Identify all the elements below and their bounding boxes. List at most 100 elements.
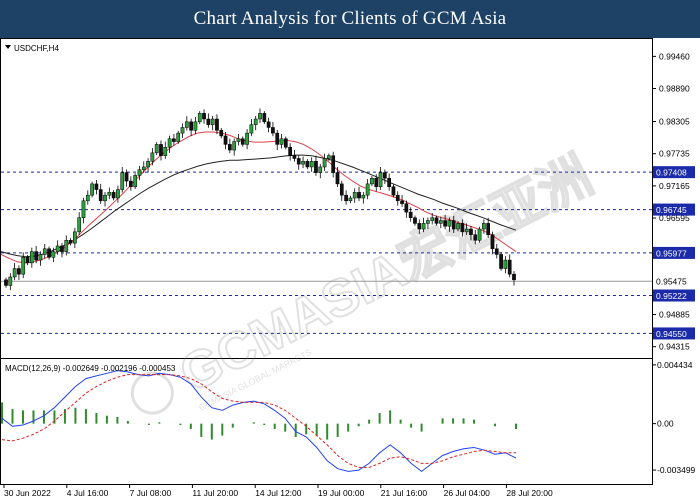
candle-body bbox=[344, 194, 348, 202]
candle-body bbox=[387, 178, 392, 187]
candle-body bbox=[482, 223, 486, 230]
candle-body bbox=[469, 228, 473, 235]
level-label: 0.96745 bbox=[656, 205, 687, 215]
candle-body bbox=[219, 130, 224, 137]
candle-body bbox=[292, 155, 297, 159]
candle-body bbox=[314, 161, 318, 173]
symbol-label: USDCHF,H4 bbox=[14, 44, 59, 53]
time-tick-label: 21 Jul 16:00 bbox=[381, 488, 428, 498]
candle-body bbox=[494, 248, 499, 255]
candle-body bbox=[327, 155, 331, 159]
candle-body bbox=[34, 251, 38, 261]
candle-body bbox=[473, 234, 478, 241]
candle-body bbox=[77, 217, 82, 233]
macd-label: MACD(12,26,9) -0.002649 -0.002196 -0.000… bbox=[5, 364, 176, 373]
candle-body bbox=[438, 220, 443, 224]
fast-moving-average-line bbox=[0, 131, 517, 264]
candle-body bbox=[176, 132, 181, 142]
candle-body bbox=[322, 158, 327, 168]
candle-body bbox=[486, 223, 491, 235]
candle-body bbox=[352, 192, 357, 199]
candle-body bbox=[348, 197, 353, 202]
candle-body bbox=[202, 113, 206, 120]
price-tick-label: 0.98305 bbox=[659, 117, 690, 127]
dropdown-triangle-icon bbox=[5, 45, 11, 49]
candle-body bbox=[206, 118, 211, 125]
candle-body bbox=[197, 113, 202, 123]
time-tick-label: 28 Jul 20:00 bbox=[506, 488, 553, 498]
candle-body bbox=[150, 152, 155, 162]
candle-body bbox=[301, 161, 305, 165]
candle-body bbox=[159, 144, 163, 156]
level-labels: 0.97408 0.96745 0.95977 0.95222 0.94550 0.954… bbox=[653, 166, 695, 340]
candle-body bbox=[499, 254, 503, 269]
candle-body bbox=[73, 231, 77, 244]
candle-body bbox=[8, 276, 13, 286]
candle-body bbox=[503, 259, 508, 269]
macd-tick-label: -0.003499 bbox=[657, 465, 696, 475]
candle-body bbox=[167, 138, 172, 148]
candle-body bbox=[266, 121, 271, 128]
price-tick-label: 0.96595 bbox=[659, 213, 690, 223]
candle-body bbox=[382, 172, 387, 179]
time-tick-label: 26 Jul 04:00 bbox=[444, 488, 491, 498]
candle-body bbox=[271, 127, 275, 134]
candles bbox=[4, 108, 516, 291]
candle-body bbox=[240, 138, 245, 145]
level-label-bg bbox=[653, 203, 695, 216]
level-label-bg bbox=[653, 327, 695, 340]
candle-body bbox=[184, 121, 189, 128]
candle-body bbox=[258, 113, 262, 120]
candle-body bbox=[296, 158, 301, 165]
candle-body bbox=[120, 172, 125, 190]
chart-banner: Chart Analysis for Clients of GCM Asia bbox=[0, 0, 700, 38]
slow-moving-average-line bbox=[0, 154, 517, 258]
candle-body bbox=[232, 141, 237, 151]
candle-body bbox=[12, 268, 17, 278]
candle-body bbox=[245, 132, 249, 145]
candle-body bbox=[512, 273, 516, 281]
candle-body bbox=[137, 169, 142, 176]
candle-body bbox=[378, 172, 383, 187]
level-label-bg bbox=[653, 166, 695, 179]
candle-body bbox=[4, 279, 8, 286]
candle-body bbox=[180, 127, 185, 134]
macd-line bbox=[1, 370, 517, 473]
candle-body bbox=[189, 121, 193, 131]
candle-body bbox=[81, 200, 86, 218]
candle-body bbox=[154, 144, 159, 154]
candle-body bbox=[305, 161, 310, 168]
candle-body bbox=[339, 183, 344, 196]
level-label: 0.97408 bbox=[656, 168, 687, 178]
macd-indicator bbox=[1, 370, 517, 473]
candle-body bbox=[357, 192, 361, 199]
candle-body bbox=[42, 248, 47, 255]
candle-body bbox=[141, 166, 146, 171]
candle-body bbox=[443, 220, 447, 227]
banner-title: Chart Analysis for Clients of GCM Asia bbox=[193, 8, 507, 29]
candle-body bbox=[90, 183, 94, 196]
candle-body bbox=[507, 259, 512, 275]
candle-body bbox=[111, 192, 116, 199]
candle-body bbox=[391, 186, 396, 196]
candle-body bbox=[38, 254, 43, 261]
candle-body bbox=[283, 138, 288, 148]
candle-body bbox=[98, 189, 103, 202]
candle-body bbox=[47, 248, 51, 258]
price-axis: 0.99460 0.98890 0.98305 0.97735 0.97165 0.965… bbox=[652, 51, 690, 352]
time-tick-label: 7 Jul 08:00 bbox=[130, 488, 172, 498]
candle-body bbox=[236, 138, 241, 142]
candle-body bbox=[25, 257, 30, 264]
candle-body bbox=[309, 161, 314, 168]
candle-body bbox=[279, 138, 284, 145]
candle-body bbox=[68, 240, 73, 244]
candle-body bbox=[288, 146, 292, 156]
candle-body bbox=[413, 217, 417, 224]
price-tick-label: 0.97735 bbox=[659, 149, 690, 159]
candle-body bbox=[335, 172, 340, 185]
candle-body bbox=[107, 192, 112, 196]
candle-body bbox=[146, 161, 150, 168]
candle-body bbox=[253, 118, 258, 125]
candle-body bbox=[447, 220, 452, 227]
price-tick-label: 0.94885 bbox=[659, 310, 690, 320]
